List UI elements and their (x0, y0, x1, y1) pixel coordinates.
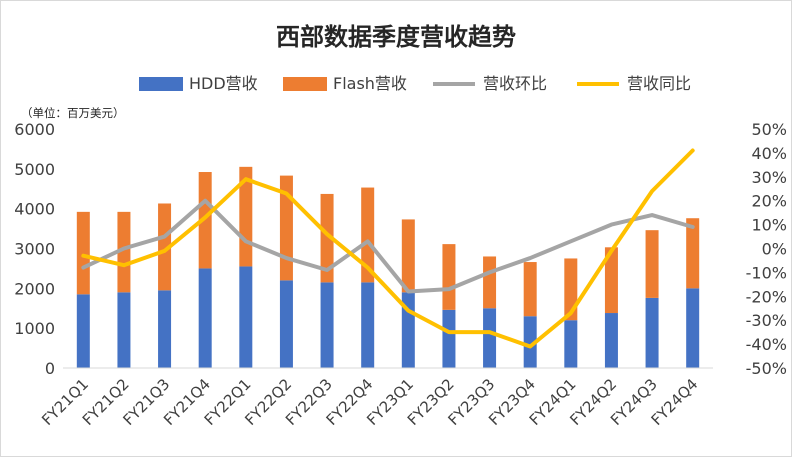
right-tick-label: 50% (751, 120, 787, 139)
left-tick-label: 4000 (14, 200, 55, 219)
bar-flash (76, 211, 90, 295)
legend: HDD营收 Flash营收 营收环比 营收同比 (139, 74, 691, 93)
bar-flash (158, 203, 172, 291)
chart-title: 西部数据季度营收趋势 (276, 23, 516, 51)
bar-hdd (76, 294, 90, 368)
legend-label-0: HDD营收 (189, 74, 258, 93)
right-tick-label: -40% (746, 335, 787, 354)
unit-note: （单位：百万美元） (21, 106, 125, 120)
left-tick-label: 6000 (14, 120, 55, 139)
right-tick-label: 10% (751, 216, 787, 235)
right-tick-label: -30% (746, 311, 787, 330)
bar-flash (198, 172, 212, 269)
right-tick-label: -10% (746, 263, 787, 282)
legend-swatch-1 (283, 77, 327, 91)
right-tick-label: 40% (751, 144, 787, 163)
left-tick-label: 0 (45, 359, 55, 378)
bar-flash (523, 262, 537, 317)
bar-flash (401, 219, 415, 293)
bar-hdd (442, 309, 456, 368)
bar-flash (320, 193, 334, 283)
bar-flash (442, 244, 456, 310)
right-axis: -50% -40% -30% -20% -10% 0% 10% 20% 30% 40% 50% (746, 120, 787, 378)
legend-label-1: Flash营收 (333, 74, 407, 93)
bar-hdd (117, 292, 131, 368)
bar-hdd (483, 308, 497, 368)
right-tick-label: 20% (751, 192, 787, 211)
bar-hdd (523, 316, 537, 368)
right-tick-label: -50% (746, 359, 787, 378)
right-tick-label: 30% (751, 168, 787, 187)
bar-hdd (239, 266, 253, 368)
legend-line-label-0: 营收环比 (483, 74, 547, 93)
left-tick-label: 5000 (14, 160, 55, 179)
series-line-yoy (81, 148, 695, 349)
left-axis: 0 1000 2000 3000 4000 5000 6000 (14, 120, 55, 378)
series-line-qoq (81, 198, 695, 294)
left-tick-label: 1000 (14, 319, 55, 338)
right-tick-label: -20% (746, 287, 787, 306)
legend-line-label-1: 营收同比 (627, 74, 691, 93)
bar-hdd (198, 268, 212, 368)
bar-hdd (645, 297, 659, 368)
bar-hdd (604, 313, 618, 368)
legend-swatch-0 (139, 77, 183, 91)
bar-hdd (279, 280, 293, 368)
bar-hdd (361, 282, 375, 368)
left-tick-label: 3000 (14, 240, 55, 259)
bar-flash (604, 247, 618, 314)
bar-hdd (564, 320, 578, 368)
bar-hdd (158, 290, 172, 368)
bar-flash (117, 211, 131, 293)
bar-hdd (686, 288, 700, 368)
lines (81, 148, 695, 349)
left-tick-label: 2000 (14, 279, 55, 298)
bar-flash (361, 187, 375, 283)
bar-hdd (320, 282, 334, 368)
bar-flash (645, 230, 659, 298)
bar-flash (686, 218, 700, 289)
right-tick-label: 0% (762, 240, 787, 259)
bar-flash (483, 256, 497, 309)
bar-flash (279, 175, 293, 281)
x-axis: FY21Q1FY21Q2FY21Q3FY21Q4FY22Q1FY22Q2FY22… (38, 367, 713, 429)
